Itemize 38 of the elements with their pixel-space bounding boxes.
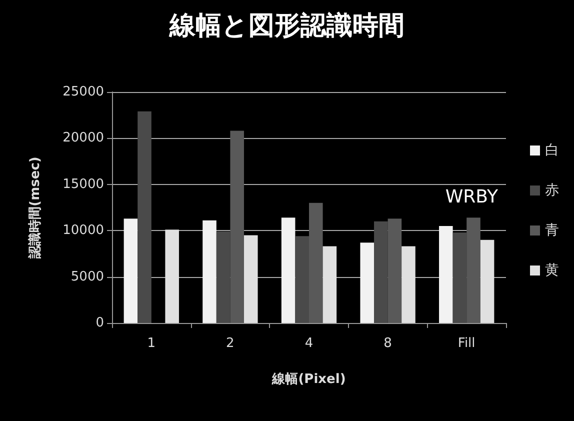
legend-label: 黄 bbox=[545, 262, 559, 278]
bar bbox=[309, 202, 323, 323]
legend-label: 赤 bbox=[545, 182, 559, 198]
bar bbox=[230, 130, 244, 323]
bar bbox=[165, 230, 179, 323]
bar bbox=[452, 232, 467, 323]
x-tick-label: Fill bbox=[458, 336, 476, 351]
bar bbox=[322, 246, 337, 323]
y-tick-label: 5000 bbox=[70, 269, 104, 284]
bar bbox=[216, 232, 230, 323]
x-tick-label: 8 bbox=[384, 336, 392, 351]
bar bbox=[466, 218, 480, 323]
annotation: WRBY bbox=[445, 186, 500, 208]
x-tick-label: 2 bbox=[226, 336, 234, 351]
y-axis-title: 認識時間(msec) bbox=[27, 156, 43, 260]
chart-title: 線幅と図形認識時間 bbox=[168, 11, 404, 41]
y-tick-label: 0 bbox=[96, 316, 104, 330]
x-tick-label: 4 bbox=[304, 336, 314, 351]
y-tick-label: 15000 bbox=[62, 176, 104, 192]
bar bbox=[388, 218, 402, 323]
bar bbox=[374, 221, 388, 323]
bar bbox=[402, 246, 416, 323]
y-tick-label: 20000 bbox=[62, 130, 104, 146]
y-tick-label: 25000 bbox=[62, 84, 104, 100]
bar bbox=[138, 111, 152, 323]
bar bbox=[202, 220, 216, 323]
legend-label: 白 bbox=[545, 142, 559, 158]
x-tick-label: 1 bbox=[147, 336, 156, 351]
y-tick-label: 10000 bbox=[62, 223, 104, 238]
bar bbox=[439, 226, 453, 323]
bar bbox=[295, 236, 309, 323]
bar bbox=[244, 235, 258, 323]
bar bbox=[480, 240, 494, 323]
bar bbox=[124, 218, 138, 323]
bar bbox=[281, 218, 296, 323]
x-axis-title: 線幅(Pixel) bbox=[271, 372, 346, 387]
legend-label: 青 bbox=[545, 222, 559, 238]
bar bbox=[360, 242, 374, 323]
